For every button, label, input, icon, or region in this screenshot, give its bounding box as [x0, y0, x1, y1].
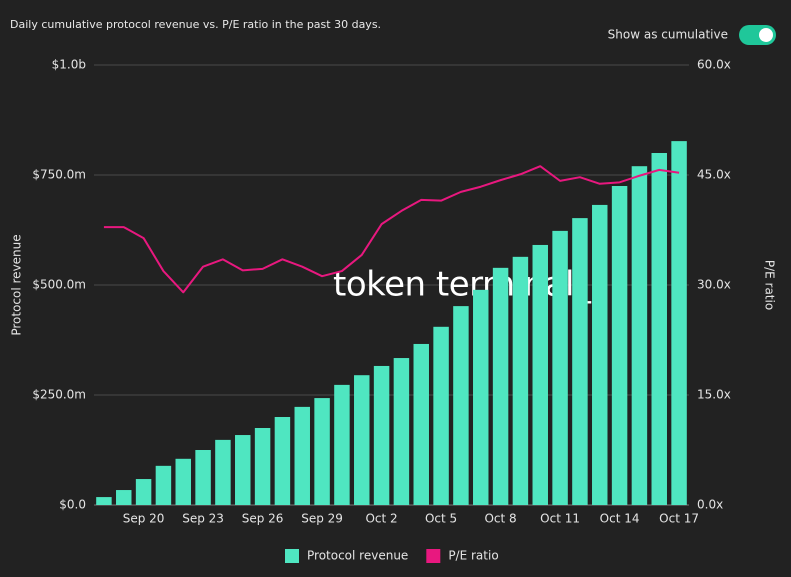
legend-swatch	[426, 549, 441, 563]
toggle-label[interactable]: Show as cumulative	[608, 28, 728, 42]
y-tick-label: $0.0	[59, 498, 86, 512]
toggle-knob[interactable]	[759, 28, 773, 42]
watermark: token terminal_	[333, 265, 592, 305]
y2-tick-label: 45.0x	[697, 168, 731, 182]
x-tick-label: Oct 14	[600, 512, 640, 526]
x-tick-label: Oct 5	[425, 512, 457, 526]
bar	[334, 384, 350, 505]
bar	[572, 218, 588, 505]
bar	[413, 343, 429, 505]
bar	[155, 465, 172, 505]
legend-label: P/E ratio	[448, 549, 498, 563]
bar	[393, 358, 410, 505]
x-tick-label: Oct 11	[540, 512, 580, 526]
bar	[175, 458, 191, 505]
bar	[453, 306, 469, 505]
bar	[354, 375, 370, 505]
legend-swatch	[285, 549, 299, 563]
x-tick-label: Oct 8	[484, 512, 516, 526]
bar	[651, 153, 667, 505]
x-tick-label: Sep 29	[301, 512, 343, 526]
y2-axis-title: P/E ratio	[763, 260, 777, 310]
bar	[314, 398, 330, 505]
bar	[96, 497, 112, 505]
bar	[195, 450, 211, 505]
bar	[215, 439, 231, 505]
bar	[433, 326, 449, 505]
bar	[532, 244, 548, 505]
x-tick-label: Sep 26	[242, 512, 284, 526]
bar	[116, 490, 132, 505]
bar	[631, 166, 648, 505]
y-tick-label: $250.0m	[32, 388, 86, 402]
bar	[235, 435, 251, 505]
y2-tick-label: 0.0x	[697, 498, 723, 512]
bar	[294, 406, 310, 505]
bar	[592, 204, 608, 506]
y2-tick-label: 15.0x	[697, 388, 731, 402]
bar	[373, 365, 390, 505]
bar	[611, 186, 628, 505]
bar	[135, 479, 152, 505]
y-tick-label: $750.0m	[32, 168, 86, 182]
bar	[552, 230, 568, 505]
line	[103, 165, 680, 294]
legend-label: Protocol revenue	[307, 549, 408, 563]
x-tick-label: Oct 2	[365, 512, 397, 526]
x-tick-label: Sep 23	[182, 512, 224, 526]
y-tick-label: $1.0b	[52, 58, 86, 72]
x-tick-label: Oct 17	[659, 512, 699, 526]
bar	[671, 141, 687, 505]
y-tick-label: $500.0m	[32, 278, 86, 292]
bar	[254, 428, 271, 505]
chart-title: Daily cumulative protocol revenue vs. P/…	[10, 18, 381, 31]
x-tick-label: Sep 20	[123, 512, 165, 526]
bar	[512, 256, 529, 505]
bar	[274, 417, 291, 505]
bar	[473, 289, 489, 505]
y-axis-title: Protocol revenue	[10, 234, 24, 335]
y2-tick-label: 30.0x	[697, 278, 731, 292]
y2-tick-label: 60.0x	[697, 58, 731, 72]
bar	[492, 267, 509, 505]
